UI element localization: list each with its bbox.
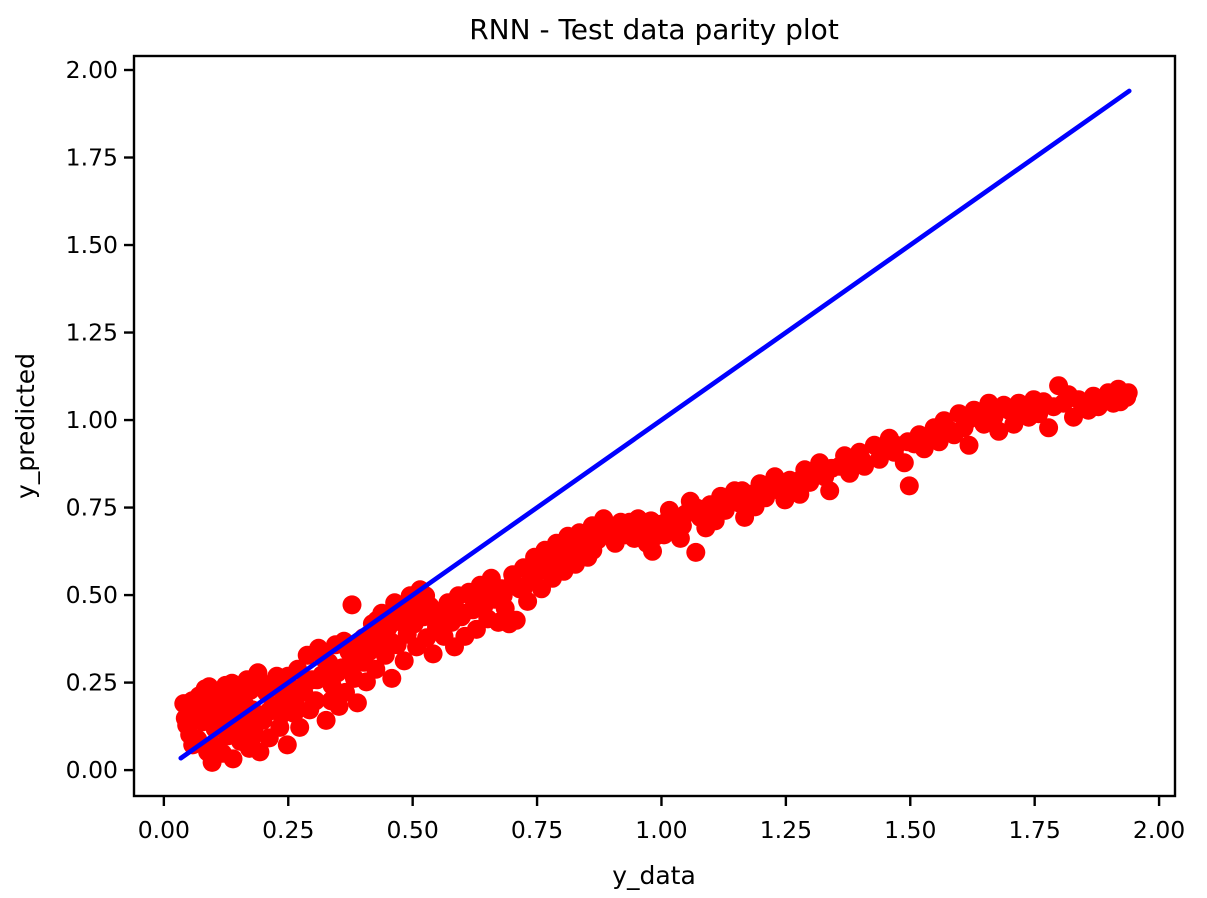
x-tick-label: 0.00 <box>138 816 190 844</box>
scatter-point <box>354 652 374 672</box>
y-tick-label: 0.25 <box>66 669 118 697</box>
scatter-point <box>792 469 812 489</box>
scatter-point <box>994 395 1014 415</box>
scatter-point <box>223 749 243 769</box>
x-tick-label: 0.50 <box>386 816 438 844</box>
x-tick-label: 1.75 <box>1009 816 1061 844</box>
scatter-point <box>822 458 842 478</box>
scatter-point <box>919 427 939 447</box>
scatter-point <box>193 694 213 714</box>
x-tick-label: 1.50 <box>884 816 936 844</box>
scatter-point <box>871 441 891 461</box>
parity-line <box>178 88 1132 761</box>
scatter-point <box>506 610 526 630</box>
scatter-point <box>979 402 999 422</box>
scatter-point <box>852 449 871 469</box>
x-axis-label: y_data <box>612 861 696 890</box>
scatter-point <box>177 715 197 735</box>
x-tick-label: 0.25 <box>262 816 314 844</box>
scatter-point <box>306 691 326 711</box>
scatter-point <box>762 477 782 497</box>
scatter-point <box>623 519 643 539</box>
scatter-point <box>702 502 722 522</box>
scatter-point <box>228 722 248 742</box>
y-tick-label: 1.75 <box>66 144 118 172</box>
x-tick-label: 0.75 <box>511 816 563 844</box>
y-tick-label: 0.75 <box>66 494 118 522</box>
x-tick-label: 1.00 <box>635 816 687 844</box>
scatter-point <box>1073 395 1093 415</box>
scatter-point <box>899 476 919 496</box>
chart-title: RNN - Test data parity plot <box>469 13 839 46</box>
scatter-point <box>342 595 362 615</box>
scatter-point <box>250 742 270 762</box>
scatter-point <box>1117 387 1137 407</box>
scatter-point <box>732 481 752 501</box>
scatter-point <box>211 691 231 711</box>
scatter-point <box>205 736 225 756</box>
scatter-point <box>434 610 453 630</box>
y-tick-label: 1.00 <box>66 406 118 434</box>
parity-line-series <box>178 88 1132 761</box>
scatter-point <box>643 541 662 561</box>
scatter-point <box>347 693 367 713</box>
scatter-point <box>385 593 405 613</box>
x-tick-label: 1.25 <box>760 816 812 844</box>
y-tick-label: 0.50 <box>66 581 118 609</box>
scatter-point <box>380 631 400 651</box>
scatter-point <box>837 453 857 473</box>
scatter-point <box>573 526 593 546</box>
y-tick-label: 0.00 <box>66 756 118 784</box>
scatter-point <box>222 673 242 693</box>
scatter-point <box>513 579 533 599</box>
scatter-point <box>904 434 924 454</box>
scatter-point <box>382 668 402 688</box>
scatter-point <box>820 481 840 501</box>
scatter-point <box>959 435 979 455</box>
y-tick-label: 1.50 <box>66 231 118 259</box>
scatter-point <box>199 677 219 697</box>
x-tick-label: 2.00 <box>1133 816 1185 844</box>
y-axis-label: y_predicted <box>11 353 40 499</box>
y-tick-label: 1.25 <box>66 319 118 347</box>
scatter-point <box>307 670 327 690</box>
scatter-point <box>687 498 707 518</box>
scatter-point <box>1039 418 1059 438</box>
axis-tick-labels: 0.00 0.25 0.50 0.75 1.00 1.25 1.50 1.75 2.00 0.00… <box>66 56 1186 844</box>
axis-ticks <box>124 68 1161 806</box>
scatter-point <box>657 511 677 531</box>
scatter-point <box>886 435 906 455</box>
scatter-point <box>583 540 603 560</box>
scatter-point <box>277 735 297 755</box>
scatter-point <box>959 409 979 429</box>
scatter-point <box>686 542 706 562</box>
scatter-point <box>939 420 959 440</box>
scatter-point <box>747 490 767 510</box>
scatter-point <box>717 491 737 511</box>
scatter-point <box>316 710 336 730</box>
scatter-point <box>894 453 914 473</box>
scatter-point <box>1059 385 1078 405</box>
scatter-point <box>321 691 341 711</box>
scatter-point <box>453 603 473 623</box>
scatter-point <box>1014 402 1034 422</box>
scatter-point <box>246 712 266 732</box>
scatter-series <box>174 376 1138 772</box>
scatter-point <box>493 586 513 606</box>
scatter-point <box>672 516 692 536</box>
scatter-point <box>1034 392 1054 412</box>
scatter-point <box>777 481 797 501</box>
y-tick-label: 2.00 <box>66 56 118 84</box>
scatter-point <box>989 421 1009 441</box>
scatter-point <box>394 651 414 671</box>
scatter-point <box>285 691 305 711</box>
scatter-point <box>423 644 443 664</box>
scatter-point <box>290 717 310 737</box>
scatter-point <box>807 460 827 480</box>
scatter-point <box>271 705 291 725</box>
